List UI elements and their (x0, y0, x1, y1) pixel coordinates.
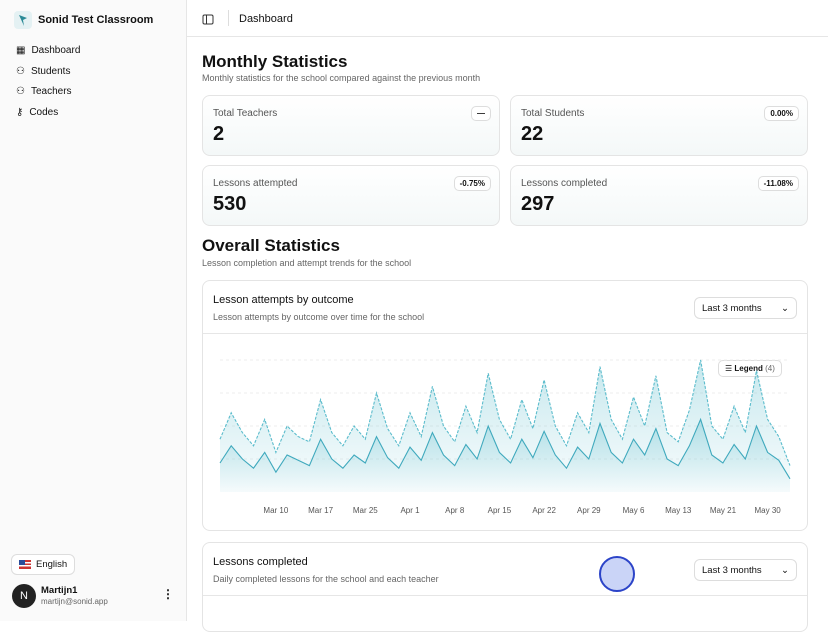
stat-card: Total Students 22 0.00% (510, 95, 808, 156)
stat-card: Lessons attempted 530 -0.75% (202, 165, 500, 226)
nav-item[interactable]: ⚇ Students (16, 66, 70, 77)
legend-count: (4) (765, 364, 775, 373)
stat-change: -0.75% (453, 176, 491, 191)
flag (19, 560, 31, 569)
stat-value: 22 (521, 123, 544, 145)
nav-label: Dashboard (31, 45, 81, 56)
range-select[interactable]: Last 3 months ⌄ (694, 559, 797, 581)
sidebar-toggle[interactable] (202, 14, 214, 25)
range: Last 3 months (702, 565, 762, 576)
card-subtitle: Lesson attempts by outcome over time for… (213, 312, 425, 322)
stat-label: Lessons completed (521, 178, 608, 189)
stat-value: 530 (213, 193, 247, 215)
user-menu[interactable]: ⋮ (162, 587, 174, 601)
section-title: Overall Statistics (202, 236, 340, 255)
legend-label: Legend (734, 364, 763, 373)
divider (228, 10, 229, 26)
stat-change: 0.00% (764, 106, 799, 121)
stat-value: 297 (521, 193, 555, 215)
range: Last 3 months (702, 303, 762, 314)
divider (203, 595, 807, 596)
stat-change: -11.08% (757, 176, 799, 191)
language-button[interactable]: English (11, 554, 76, 575)
legend-button[interactable]: ☰ Legend (4) (718, 360, 782, 377)
stat-label: Total Teachers (213, 108, 278, 119)
chart-card: Lesson attempts by outcome Lesson attemp… (202, 280, 808, 531)
top-bar: Dashboard (187, 0, 828, 37)
nav-item[interactable]: ▦ Dashboard (16, 45, 80, 56)
nav-label: Students (30, 65, 71, 77)
logo (14, 11, 32, 29)
section-subtitle: Lesson completion and attempt trends for… (202, 258, 412, 268)
nav-item[interactable]: ⚷ Codes (16, 107, 58, 118)
nav-item[interactable]: ⚇ Teachers (16, 86, 72, 97)
stat-change: — (471, 106, 491, 121)
user-name: Martijn1 (41, 585, 78, 596)
section-subtitle: Monthly statistics for the school compar… (202, 73, 481, 83)
page-title: Dashboard (239, 13, 293, 25)
card-title: Lesson attempts by outcome (213, 294, 354, 306)
sidebar: Sonid Test Classroom ▦ Dashboard ⚇ Students… (0, 0, 187, 621)
stat-label: Total Students (521, 108, 585, 119)
range-select[interactable]: Last 3 months ⌄ (694, 297, 797, 319)
nav-label: Teachers (30, 86, 72, 98)
cursor-indicator (599, 556, 635, 592)
nav-label: Codes (29, 107, 59, 119)
nav-icon: ▦ (16, 45, 26, 56)
avatar: N (12, 584, 36, 608)
brand: Sonid Test Classroom (38, 14, 154, 26)
user-email: martijn@sonid.app (41, 597, 108, 606)
stat-card: Total Teachers 2 — (202, 95, 500, 156)
chart-card: Lessons completed Daily completed lesson… (202, 542, 808, 632)
stat-value: 2 (213, 123, 225, 145)
section-title: Monthly Statistics (202, 52, 348, 71)
nav-icon: ⚇ (16, 65, 25, 77)
card-title: Lessons completed (213, 556, 308, 568)
nav-icon: ⚇ (16, 86, 25, 98)
divider (203, 333, 807, 334)
nav-icon: ⚷ (16, 107, 24, 119)
stat-card: Lessons completed 297 -11.08% (510, 165, 808, 226)
stat-label: Lessons attempted (213, 178, 298, 189)
card-subtitle: Daily completed lessons for the school a… (213, 574, 439, 584)
language: English (36, 559, 68, 570)
